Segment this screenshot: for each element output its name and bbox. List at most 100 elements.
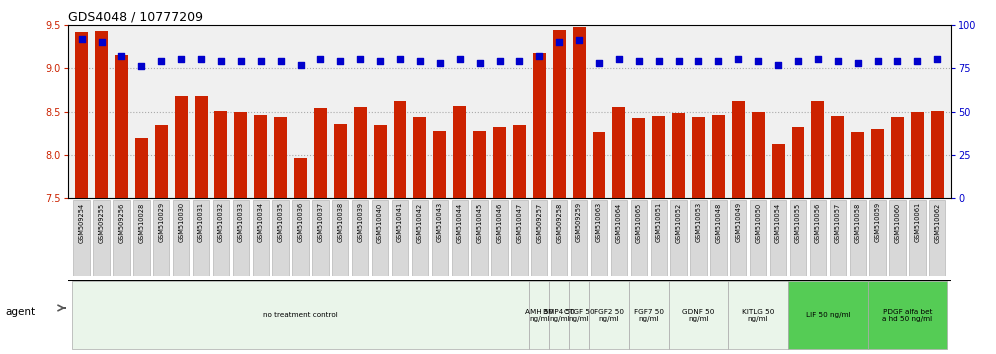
Point — [830, 58, 846, 64]
FancyBboxPatch shape — [253, 200, 269, 276]
FancyBboxPatch shape — [929, 200, 945, 276]
Point — [750, 58, 766, 64]
FancyBboxPatch shape — [313, 200, 329, 276]
Text: GSM510029: GSM510029 — [158, 202, 164, 242]
Text: AMH 50
ng/ml: AMH 50 ng/ml — [525, 309, 554, 321]
Point — [114, 53, 129, 59]
Point — [313, 57, 329, 62]
FancyBboxPatch shape — [114, 200, 129, 276]
Bar — [931, 111, 944, 198]
Point — [710, 58, 726, 64]
Text: LIF 50 ng/ml: LIF 50 ng/ml — [806, 312, 851, 318]
Point — [790, 58, 806, 64]
Bar — [712, 115, 725, 198]
Text: GSM510036: GSM510036 — [298, 202, 304, 242]
FancyBboxPatch shape — [569, 281, 589, 349]
FancyBboxPatch shape — [830, 200, 846, 276]
Text: GSM510051: GSM510051 — [655, 202, 661, 242]
Bar — [194, 96, 207, 198]
Bar — [453, 106, 466, 198]
FancyBboxPatch shape — [511, 200, 528, 276]
FancyBboxPatch shape — [889, 200, 905, 276]
FancyBboxPatch shape — [153, 200, 169, 276]
FancyBboxPatch shape — [770, 200, 786, 276]
Text: GSM510038: GSM510038 — [338, 202, 344, 242]
Bar — [393, 101, 406, 198]
Bar — [254, 115, 267, 198]
Point — [273, 58, 289, 64]
Text: GSM510037: GSM510037 — [318, 202, 324, 242]
FancyBboxPatch shape — [451, 200, 468, 276]
Bar — [294, 158, 307, 198]
FancyBboxPatch shape — [94, 200, 110, 276]
FancyBboxPatch shape — [870, 200, 885, 276]
Bar — [752, 112, 765, 198]
Point — [909, 58, 925, 64]
Point — [353, 57, 369, 62]
Point — [94, 39, 110, 45]
FancyBboxPatch shape — [728, 281, 788, 349]
Point — [690, 58, 706, 64]
Bar — [852, 132, 865, 198]
FancyBboxPatch shape — [571, 200, 588, 276]
FancyBboxPatch shape — [193, 200, 209, 276]
Bar — [632, 119, 645, 198]
Bar — [274, 117, 287, 198]
Bar — [732, 101, 745, 198]
FancyBboxPatch shape — [72, 281, 529, 349]
Bar — [652, 116, 665, 198]
FancyBboxPatch shape — [391, 200, 408, 276]
Bar — [174, 96, 187, 198]
FancyBboxPatch shape — [650, 200, 667, 276]
FancyBboxPatch shape — [611, 200, 627, 276]
Point — [173, 57, 189, 62]
Text: GSM510035: GSM510035 — [278, 202, 284, 242]
Text: GSM510057: GSM510057 — [835, 202, 841, 242]
Point — [670, 58, 686, 64]
Text: FGF7 50
ng/ml: FGF7 50 ng/ml — [633, 309, 663, 321]
FancyBboxPatch shape — [529, 281, 549, 349]
FancyBboxPatch shape — [788, 281, 868, 349]
Point — [650, 58, 666, 64]
Bar — [812, 101, 825, 198]
Point — [213, 58, 229, 64]
FancyBboxPatch shape — [213, 200, 229, 276]
Bar — [911, 112, 924, 198]
Text: GSM510058: GSM510058 — [855, 202, 861, 242]
FancyBboxPatch shape — [670, 200, 686, 276]
Point — [412, 58, 428, 64]
Point — [392, 57, 408, 62]
Text: GSM509254: GSM509254 — [79, 202, 85, 242]
Bar — [413, 117, 426, 198]
Text: no treatment control: no treatment control — [263, 312, 338, 318]
FancyBboxPatch shape — [372, 200, 388, 276]
FancyBboxPatch shape — [549, 281, 569, 349]
Bar — [772, 144, 785, 198]
FancyBboxPatch shape — [352, 200, 369, 276]
FancyBboxPatch shape — [74, 200, 90, 276]
Point — [591, 60, 607, 66]
FancyBboxPatch shape — [668, 281, 728, 349]
Text: GDNF 50
ng/ml: GDNF 50 ng/ml — [682, 309, 715, 321]
Text: agent: agent — [5, 307, 35, 316]
FancyBboxPatch shape — [273, 200, 289, 276]
Bar — [553, 30, 566, 198]
Point — [293, 62, 309, 68]
Bar — [314, 108, 327, 198]
Text: GSM510059: GSM510059 — [874, 202, 880, 242]
Point — [870, 58, 885, 64]
Text: GSM509258: GSM509258 — [556, 202, 562, 242]
Text: GSM510043: GSM510043 — [437, 202, 443, 242]
FancyBboxPatch shape — [868, 281, 947, 349]
Text: FGF2 50
ng/ml: FGF2 50 ng/ml — [594, 309, 623, 321]
Point — [432, 60, 448, 66]
FancyBboxPatch shape — [690, 200, 706, 276]
Text: GSM510046: GSM510046 — [496, 202, 503, 242]
Text: GSM510064: GSM510064 — [616, 202, 622, 242]
FancyBboxPatch shape — [810, 200, 826, 276]
Point — [472, 60, 488, 66]
FancyBboxPatch shape — [591, 200, 608, 276]
FancyBboxPatch shape — [133, 200, 149, 276]
Point — [850, 60, 866, 66]
Text: GSM510050: GSM510050 — [755, 202, 761, 242]
